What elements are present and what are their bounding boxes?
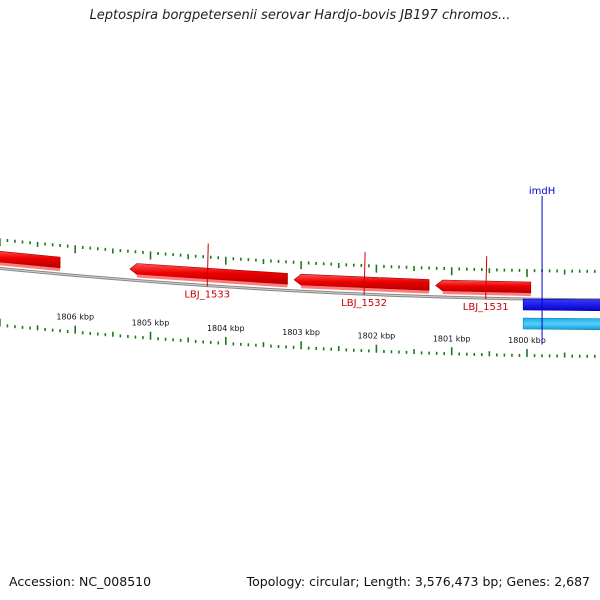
tick-label: 1806 kbp — [56, 313, 94, 322]
tick-label: 1805 kbp — [132, 319, 170, 328]
gene-label[interactable]: imdH — [529, 186, 555, 197]
map-title: Leptospira borgpetersenii serovar Hardjo… — [89, 8, 511, 23]
gene-label[interactable]: LBJ_1531 — [463, 302, 509, 313]
gene-arrow-imdh[interactable] — [522, 298, 600, 312]
gene-arrow-shadow — [136, 274, 288, 288]
gene-arrow-lbj_1531[interactable] — [435, 279, 532, 294]
gene-label-leader — [206, 243, 209, 287]
gene-label-leader — [363, 252, 366, 296]
gene-label-leader — [485, 256, 488, 300]
gene-arrow-5[interactable] — [522, 317, 600, 331]
gene-label[interactable]: LBJ_1533 — [184, 290, 230, 301]
gene-arrow-shadow — [442, 291, 531, 297]
tick-label: 1802 kbp — [358, 332, 396, 341]
upper-tick-track — [0, 318, 596, 358]
tick-label: 1801 kbp — [433, 334, 471, 343]
topology-summary: Topology: circular; Length: 3,576,473 bp… — [246, 574, 590, 589]
chromosome-backbone-highlight — [0, 267, 600, 301]
gene-arrow-shadow — [301, 285, 430, 294]
gene-label[interactable]: LBJ_1532 — [341, 298, 387, 309]
accession-text: Accession: NC_008510 — [9, 574, 152, 589]
gene-arrow-shadow — [0, 262, 61, 272]
tick-label: 1800 kbp — [508, 336, 546, 345]
gene-labels: LBJ_1533 LBJ_1532 LBJ_1531 imdH — [184, 186, 555, 345]
tick-label: 1804 kbp — [207, 324, 245, 333]
tick-label: 1803 kbp — [282, 328, 320, 337]
tick-labels: 1806 kbp 1805 kbp 1804 kbp 1803 kbp 1802 kbp… — [56, 313, 546, 345]
lower-tick-track — [0, 238, 596, 278]
